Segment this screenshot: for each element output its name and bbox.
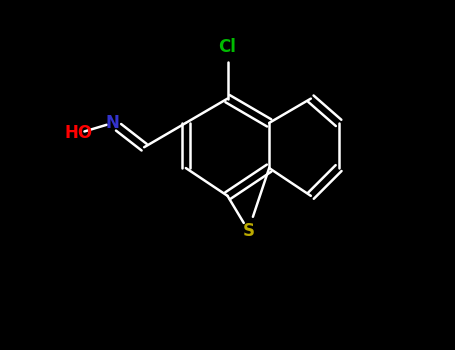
Text: Cl: Cl xyxy=(218,37,237,56)
Text: HO: HO xyxy=(64,124,92,142)
Text: S: S xyxy=(243,222,254,239)
Text: N: N xyxy=(106,114,120,132)
